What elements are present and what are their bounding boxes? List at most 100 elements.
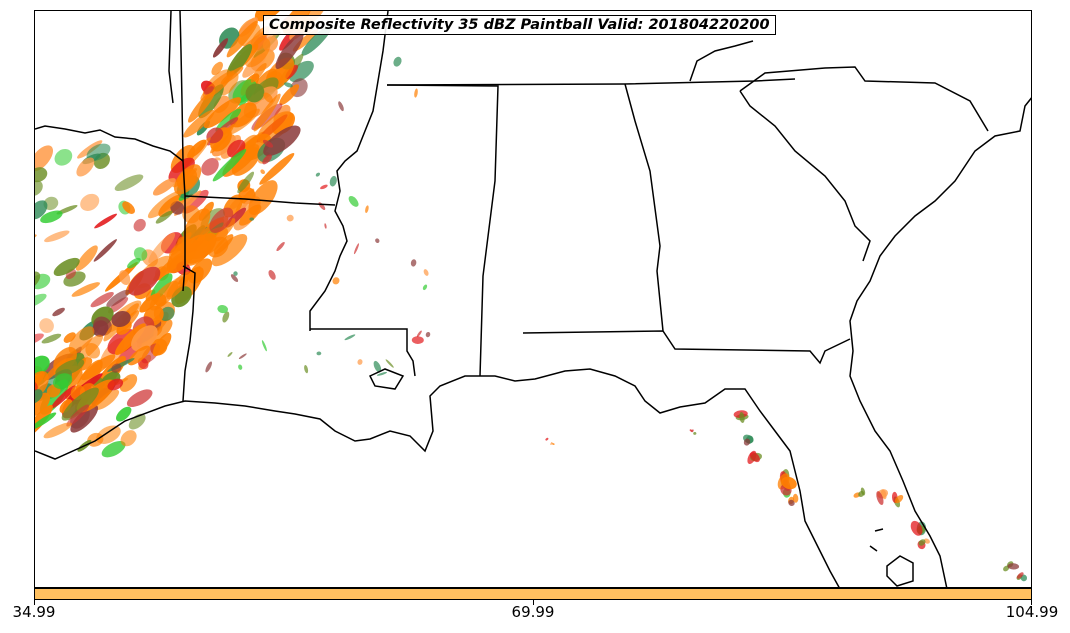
florida-bay-islands: [869, 528, 884, 552]
paintball-blob: [35, 355, 50, 375]
paintball-blob: [116, 406, 132, 422]
paintball-blob: [128, 413, 146, 430]
reflectivity-paintball-layer: [35, 11, 1028, 582]
paintball-blob: [237, 171, 255, 194]
paintball-blob: [90, 291, 114, 308]
paintball-blob: [248, 180, 278, 216]
paintball-blob: [373, 360, 382, 373]
paintball-blob: [245, 83, 265, 103]
state-line-al-ga: [624, 83, 664, 332]
state-line-la-tx: [182, 265, 196, 402]
paintball-blob: [376, 372, 388, 376]
paintball-blob: [226, 44, 253, 78]
paintball-blob: [923, 538, 930, 544]
state-line-ga-sc: [739, 90, 871, 262]
paintball-blob: [357, 359, 363, 365]
map-frame: [34, 10, 1032, 588]
map-title: Composite Reflectivity 35 dBZ Paintball …: [263, 15, 776, 35]
paintball-blob: [416, 330, 422, 338]
paintball-blob: [127, 257, 141, 269]
paintball-blob: [353, 243, 360, 255]
paintball-blob: [230, 274, 239, 283]
lake-pontchartrain: [368, 368, 405, 390]
paintball-blob: [348, 195, 359, 207]
paintball-blob: [211, 234, 248, 267]
colorbar-tick-min: [34, 600, 35, 605]
paintball-blob: [320, 184, 328, 190]
paintball-blob: [159, 306, 175, 321]
paintball-blob: [131, 325, 158, 352]
paintball-blob: [792, 493, 799, 503]
paintball-blob: [44, 230, 70, 243]
paintball-blob: [215, 108, 242, 132]
paintball-blob: [876, 491, 884, 506]
paintball-blob: [52, 307, 65, 317]
paintball-blob: [227, 351, 233, 357]
paintball-blob: [120, 430, 137, 447]
state-line-ar-la: [184, 195, 336, 206]
paintball-blob: [209, 207, 234, 233]
paintball-blob: [128, 266, 161, 296]
paintball-blob: [133, 218, 146, 232]
paintball-blob: [222, 311, 230, 323]
state-line-nc-north: [689, 40, 754, 82]
colorbar-label-mid: 69.99: [511, 603, 555, 621]
paintball-blob: [80, 193, 100, 211]
paintball-blob: [66, 404, 90, 427]
paintball-blob: [183, 208, 211, 241]
paintball-blob: [411, 336, 424, 345]
paintball-blob: [910, 520, 923, 536]
paintball-blob: [50, 385, 76, 409]
paintball-blob: [238, 353, 247, 359]
paintball-blob: [76, 157, 95, 177]
colorbar-label-min: 34.99: [12, 603, 56, 621]
paintball-blob: [127, 345, 151, 366]
paintball-blob: [108, 297, 129, 314]
paintball-blob: [94, 213, 118, 229]
paintball-blob: [170, 201, 185, 215]
state-line-nc-sc: [739, 66, 989, 132]
paintball-blob: [318, 202, 326, 210]
paintball-blob: [250, 63, 267, 83]
paintball-blob: [126, 389, 153, 408]
paintball-blob: [106, 289, 130, 308]
paintball-blob: [203, 86, 214, 95]
paintball-blob: [61, 387, 99, 421]
paintball-blob: [262, 154, 272, 165]
paintball-blob: [219, 72, 239, 96]
paintball-blob: [147, 190, 182, 219]
paintball-blob: [338, 101, 344, 112]
paintball-blob: [35, 379, 38, 391]
paintball-blob: [739, 412, 745, 423]
paintball-blob: [894, 494, 904, 504]
paintball-blob: [133, 247, 148, 261]
paintball-blob: [275, 32, 304, 70]
paintball-blob: [182, 205, 201, 224]
paintball-blob: [545, 437, 549, 441]
paintball-blob: [788, 499, 795, 507]
state-line-la-ms: [310, 328, 416, 377]
paintball-blob: [423, 269, 429, 276]
paintball-blob: [203, 97, 241, 129]
paintball-blob: [918, 539, 926, 546]
paintball-blob: [743, 438, 751, 446]
paintball-blob: [226, 20, 258, 58]
paintball-blob: [1007, 563, 1020, 570]
mississippi-river: [309, 11, 389, 331]
paintball-blob: [344, 334, 356, 341]
paintball-blob: [93, 239, 117, 262]
paintball-blob: [52, 373, 73, 389]
paintball-blob: [114, 174, 144, 191]
paintball-blob: [410, 259, 417, 267]
paintball-blob: [71, 282, 101, 297]
paintball-blob: [259, 153, 295, 185]
paintball-blob: [35, 234, 37, 243]
paintball-blob: [94, 389, 120, 411]
paintball-blob: [316, 351, 322, 356]
paintball-blob: [238, 364, 243, 370]
paintball-blob: [749, 452, 760, 463]
paintball-blob: [289, 60, 314, 83]
paintball-blob: [283, 82, 293, 88]
paintball-blob: [111, 310, 131, 328]
paintball-blob: [35, 371, 45, 387]
